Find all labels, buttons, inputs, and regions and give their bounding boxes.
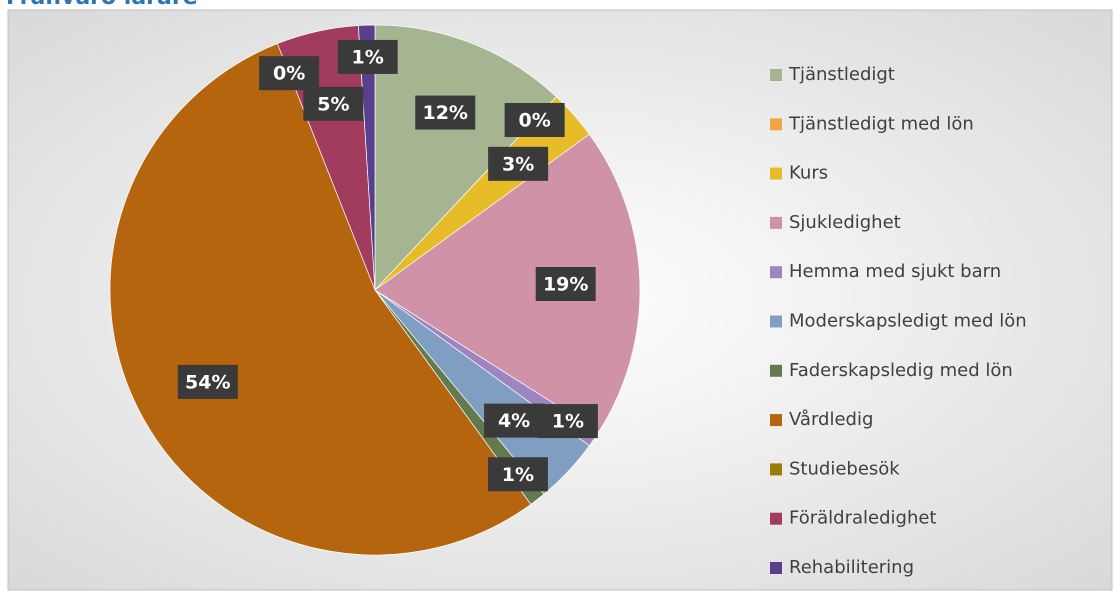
data-label: 0% (259, 56, 320, 91)
data-label-box (537, 404, 598, 439)
legend-swatch (770, 315, 782, 328)
legend-label: Kurs (789, 163, 828, 184)
legend-label: Sjukledighet (789, 212, 901, 233)
legend-swatch (770, 118, 782, 131)
legend-swatch (770, 167, 782, 180)
data-label: 12% (415, 95, 476, 130)
legend-swatch (770, 266, 782, 279)
data-label-text: 54% (185, 371, 230, 393)
data-labels: 12% 0% 3% 19% 1% 4% 1% 54% 0% 5% 1% (177, 39, 598, 492)
legend-label: Tjänstledigt med lön (788, 113, 974, 134)
data-label-text: 0% (519, 110, 551, 132)
data-label: 4% (484, 403, 545, 438)
pie-slice (109, 43, 532, 556)
legend-label: Rehabilitering (789, 557, 914, 578)
data-label-text: 1% (552, 411, 584, 433)
data-label-box (177, 364, 238, 399)
legend-swatch (770, 216, 782, 229)
data-label-text: 3% (502, 153, 534, 175)
pie-slice (374, 24, 557, 291)
data-label-text: 19% (543, 274, 588, 296)
legend-swatch (770, 414, 782, 427)
legend-label: Föräldraledighet (789, 508, 936, 529)
data-label-box (259, 56, 320, 91)
data-label-box (484, 403, 545, 438)
data-label: 1% (537, 404, 598, 439)
data-label: 5% (303, 86, 364, 121)
data-label: 19% (535, 267, 596, 302)
legend-label: Moderskapsledigt med lön (789, 311, 1027, 332)
legend-swatch (770, 364, 782, 377)
data-label: 0% (504, 103, 565, 138)
legend-label: Faderskapsledig med lön (789, 360, 1013, 381)
legend-swatch (770, 69, 782, 81)
data-label-text: 4% (498, 410, 530, 432)
data-label-box (415, 95, 476, 130)
data-label-box (535, 267, 596, 302)
pie (109, 24, 641, 556)
data-label: 54% (177, 364, 238, 399)
legend-label: Tjänstledigt (788, 64, 895, 85)
data-label-box (337, 39, 398, 74)
data-label-box (504, 103, 565, 138)
legend: Tjänstledigt Tjänstledigt med lön Kurs Sjuk… (770, 64, 1027, 578)
data-label-text: 5% (317, 93, 349, 115)
data-label-box (303, 86, 364, 121)
data-label-text: 1% (352, 46, 384, 68)
data-label: 1% (337, 39, 398, 74)
legend-swatch (770, 512, 782, 525)
data-label-text: 1% (502, 464, 534, 486)
data-label-box (487, 457, 548, 492)
data-label: 3% (488, 146, 549, 181)
data-label-box (488, 146, 549, 181)
legend-label: Vårdledig (789, 409, 873, 430)
pie-slice (374, 133, 641, 433)
data-label-text: 0% (273, 63, 305, 85)
legend-label: Studiebesök (789, 458, 900, 479)
data-label-text: 12% (422, 102, 467, 124)
legend-swatch (770, 463, 782, 476)
data-label: 1% (487, 457, 548, 492)
legend-label: Hemma med sjukt barn (789, 261, 1001, 282)
legend-swatch (770, 562, 782, 574)
chart-title: Frånvaro lärare (6, 0, 198, 10)
